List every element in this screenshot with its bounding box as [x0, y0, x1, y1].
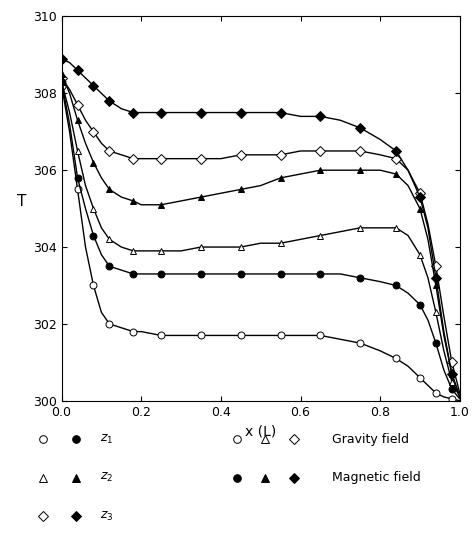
Text: $z_2$: $z_2$: [100, 471, 113, 484]
Text: Magnetic field: Magnetic field: [332, 471, 420, 484]
Y-axis label: T: T: [17, 194, 27, 209]
Text: $z_1$: $z_1$: [100, 433, 113, 446]
Text: $z_3$: $z_3$: [100, 509, 113, 523]
Text: Gravity field: Gravity field: [332, 433, 409, 446]
X-axis label: x (L): x (L): [245, 424, 276, 438]
